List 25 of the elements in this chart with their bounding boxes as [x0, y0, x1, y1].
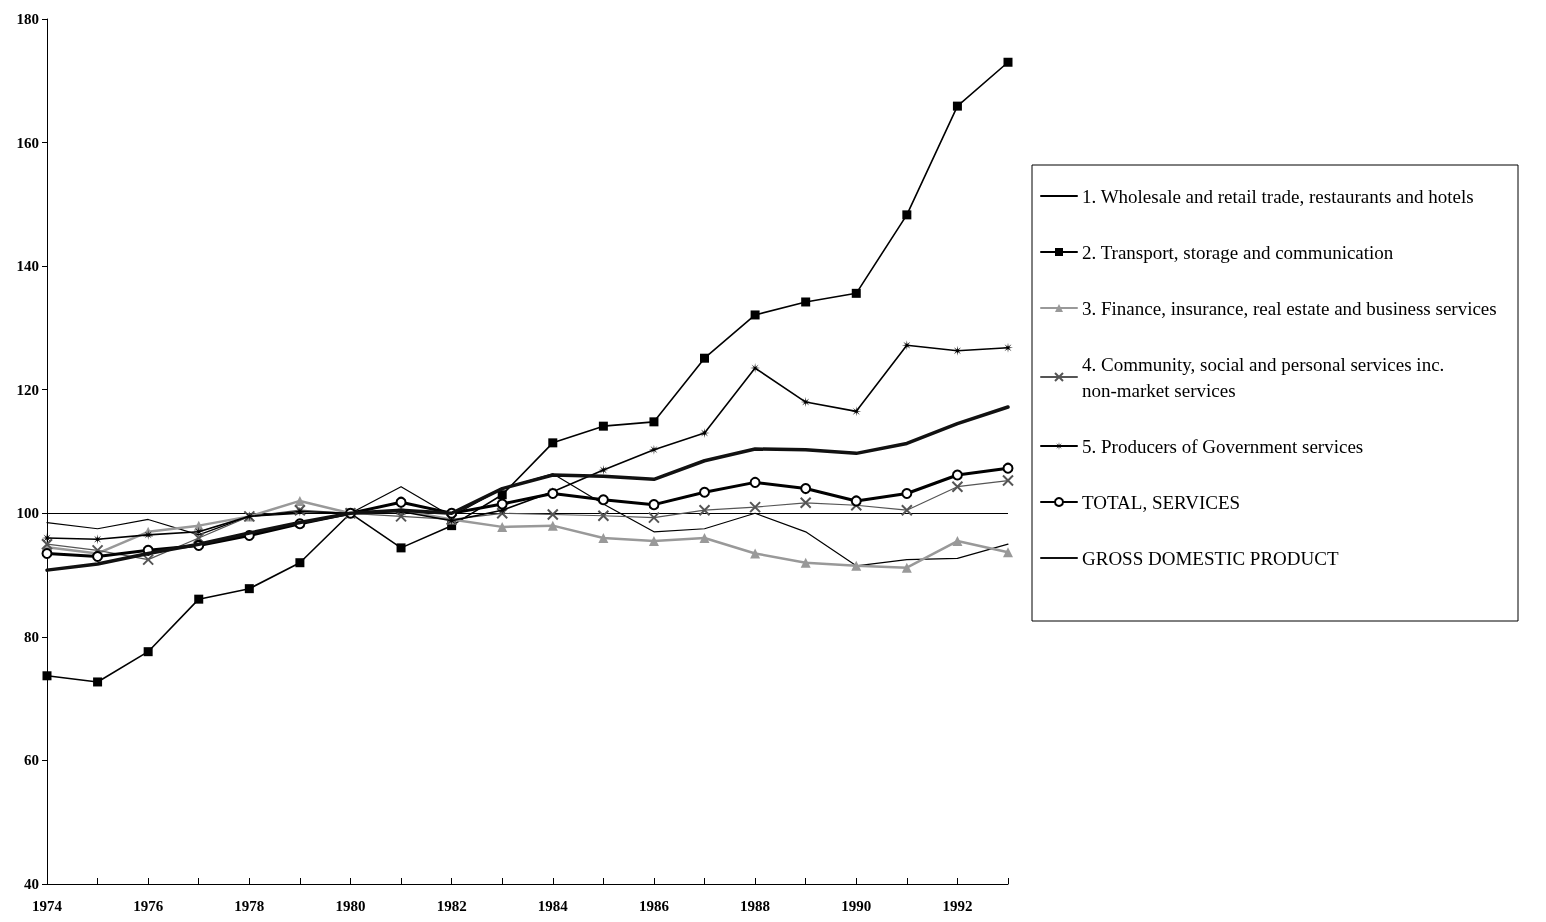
x-tick-label: 1982: [436, 897, 467, 914]
x-tick-label: 1980: [335, 897, 366, 914]
y-tick-label: 120: [16, 381, 39, 398]
legend-label: GROSS DOMESTIC PRODUCT: [1082, 547, 1339, 569]
x-tick-label: 1988: [740, 897, 771, 914]
x-tick-label: 1986: [638, 897, 670, 914]
legend-label: TOTAL, SERVICES: [1082, 491, 1241, 513]
y-tick-label: 40: [24, 876, 39, 892]
y-tick-label: 160: [16, 134, 39, 151]
legend-label: 5. Producers of Government services: [1082, 435, 1364, 457]
legend-label: 2. Transport, storage and communication: [1082, 241, 1394, 263]
y-tick-label: 60: [24, 752, 39, 769]
x-tick-label: 1976: [133, 897, 164, 914]
legend-label: 3. Finance, insurance, real estate and business services: [1082, 297, 1497, 319]
legend-label: 1. Wholesale and retail trade, restaurants and hotels: [1082, 185, 1474, 207]
x-tick-label: 1978: [234, 897, 265, 914]
y-tick-label: 80: [24, 628, 39, 645]
x-tick-label: 1984: [537, 897, 569, 914]
legend-label: 4. Community, social and personal services inc. non-market services: [1082, 353, 1450, 401]
x-tick-label: 1974: [32, 897, 63, 914]
y-tick-label: 100: [16, 505, 39, 522]
x-tick-label: 1992: [942, 897, 973, 914]
y-tick-label: 140: [16, 258, 39, 275]
y-tick-label: 180: [16, 11, 39, 27]
x-tick-label: 1990: [841, 897, 872, 914]
